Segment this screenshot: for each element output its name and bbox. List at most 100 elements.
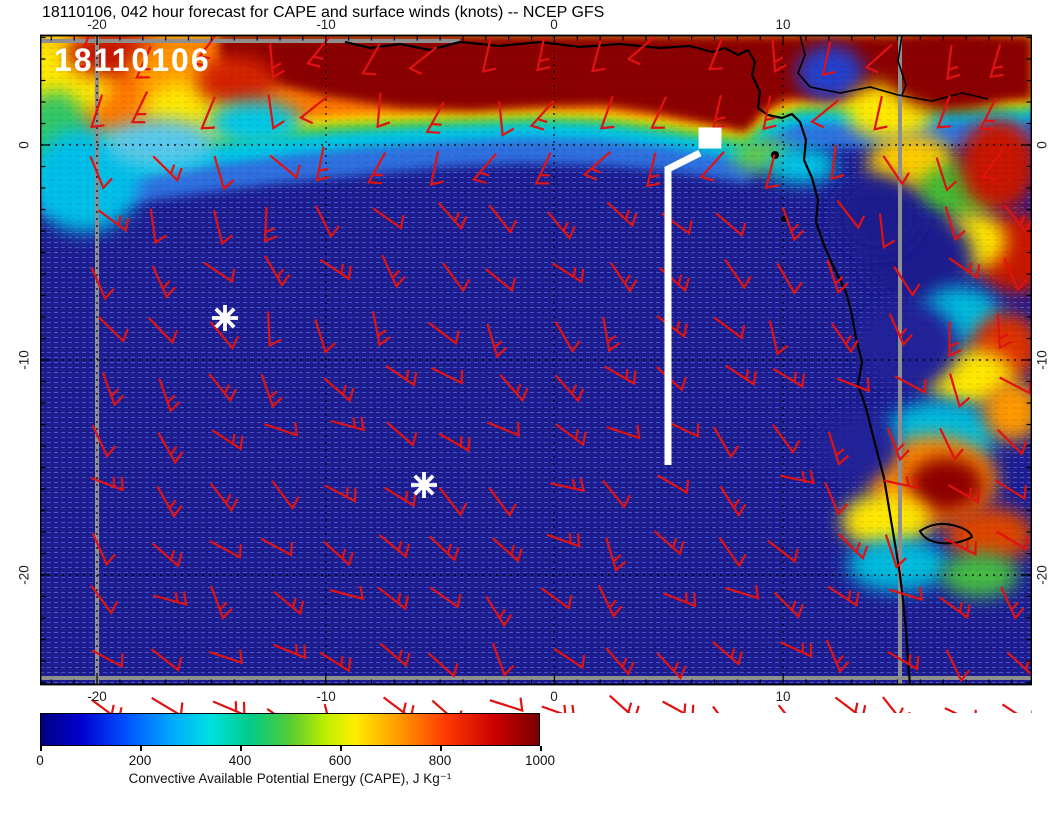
wind-barb [534, 152, 552, 185]
wind-barb [192, 35, 216, 68]
wind-barb [305, 36, 331, 68]
wind-barb [376, 92, 391, 129]
wind-barb [873, 95, 888, 131]
wind-barb [489, 697, 524, 713]
chart-title: 18110106, 042 hour forecast for CAPE and… [42, 4, 605, 21]
wind-barb [657, 474, 690, 495]
wind-barb [554, 321, 581, 354]
colorbar-gradient [40, 713, 540, 746]
wind-barb [582, 151, 611, 181]
wind-barb [605, 647, 635, 676]
lake-outline [918, 522, 974, 545]
wind-barb [827, 431, 850, 467]
wind-barb [555, 423, 587, 447]
wind-barb [762, 95, 777, 131]
wind-barb [894, 375, 927, 395]
wind-barb [884, 534, 907, 569]
wind-barb [486, 323, 508, 359]
wind-barb [831, 322, 859, 354]
wind-barb [203, 261, 236, 284]
wind-barb [999, 376, 1032, 395]
wind-barb [209, 540, 242, 560]
wind-barb [210, 585, 233, 621]
wind-barb [429, 151, 445, 186]
wind-barb [386, 421, 418, 447]
wind-barb [319, 258, 352, 281]
wind-barb [323, 540, 354, 567]
colorbar-tick [140, 746, 142, 751]
wind-barb [263, 207, 278, 243]
wind-barb [212, 700, 246, 713]
wind-barb [314, 319, 336, 354]
wind-barb [553, 647, 586, 670]
wind-barb [772, 424, 801, 455]
wind-barb [838, 533, 869, 561]
wind-barb [130, 91, 149, 124]
wind-barb [442, 262, 471, 293]
wind-barb [384, 486, 417, 508]
wind-barb [408, 46, 438, 76]
wind-barb [529, 99, 556, 131]
wind-barb [329, 585, 364, 601]
colorbar-tick-label: 600 [328, 753, 352, 768]
colorbar-tick [540, 746, 542, 751]
wind-barb [546, 211, 576, 241]
wind-barb [827, 585, 860, 608]
wind-barb [273, 590, 305, 616]
wind-barb [824, 482, 848, 516]
wind-barb [209, 321, 239, 351]
trajectory-marker-layer [212, 127, 722, 498]
wind-barb [97, 209, 130, 233]
wind-barb [712, 426, 740, 459]
wind-barb [148, 317, 179, 345]
wind-barb [599, 95, 615, 130]
wind-barb [485, 596, 513, 628]
axis-tick-label: -20 [1034, 565, 1050, 585]
wind-barb [662, 700, 695, 713]
wind-barb [430, 366, 464, 385]
wind-barb [540, 587, 573, 611]
colorbar-tick-label: 400 [228, 753, 252, 768]
wind-barb [150, 648, 183, 672]
wind-barb [772, 367, 805, 389]
wind-barb [498, 101, 515, 137]
wind-barb [996, 530, 1029, 551]
wind-barb [830, 144, 845, 181]
wind-barb [718, 537, 747, 568]
wind-barb [882, 155, 910, 186]
wind-barb [260, 373, 283, 409]
wind-barb [491, 642, 515, 677]
wind-barb [1003, 204, 1032, 234]
wind-barb [882, 696, 911, 713]
colorbar-tick-label: 0 [36, 753, 44, 768]
wind-barb [429, 586, 462, 609]
wind-barb [779, 641, 813, 659]
wind-barb [323, 703, 329, 713]
wind-barb [484, 268, 517, 293]
wind-barb [712, 705, 720, 713]
wind-barb [361, 43, 381, 76]
wind-barb [260, 537, 293, 557]
wind-barb [825, 639, 850, 674]
wind-barb [781, 207, 805, 242]
coastline [344, 40, 912, 684]
wind-barb [944, 707, 977, 713]
wind-barb [949, 373, 971, 409]
wind-barb [323, 377, 355, 403]
wind-barb [1003, 257, 1028, 292]
wind-barb [947, 484, 981, 504]
wind-barb [427, 652, 459, 678]
wind-barb [609, 262, 638, 293]
wind-barb [666, 420, 700, 439]
wind-barb [269, 154, 301, 180]
wind-barb [601, 479, 631, 509]
wind-barb [151, 696, 184, 713]
wind-barb [298, 95, 329, 125]
wind-barb [989, 43, 1004, 79]
wind-barb [550, 477, 586, 493]
wind-barb [213, 210, 233, 246]
wind-barb [699, 150, 725, 182]
wind-barb [608, 694, 640, 713]
wind-barb [656, 652, 687, 681]
wind-barb [886, 427, 910, 462]
